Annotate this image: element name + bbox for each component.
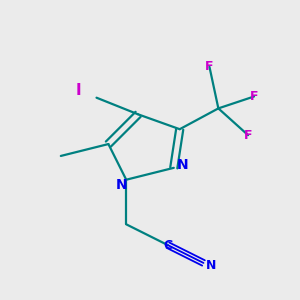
Text: I: I [76,83,82,98]
Text: F: F [250,90,258,103]
Text: N: N [116,178,128,192]
Text: F: F [205,60,214,73]
Text: C: C [163,238,172,252]
Text: F: F [244,129,252,142]
Text: N: N [206,260,216,272]
Text: N: N [176,158,188,172]
